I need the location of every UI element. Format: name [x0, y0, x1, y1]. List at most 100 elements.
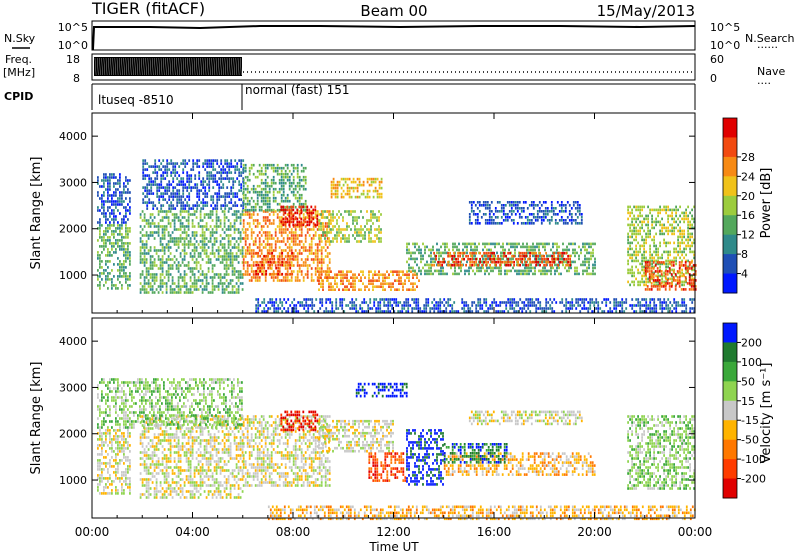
- power-cell: [683, 235, 685, 239]
- power-cell: [146, 207, 149, 210]
- power-cell: [469, 263, 471, 267]
- power-cell: [254, 225, 257, 228]
- freq-stripe: [206, 57, 209, 76]
- power-cell: [551, 254, 553, 258]
- power-cell: [685, 277, 687, 281]
- power-cell: [300, 270, 303, 273]
- power-cell: [288, 181, 291, 185]
- power-cell: [264, 169, 267, 173]
- power-cell: [175, 291, 178, 294]
- power-cell: [166, 189, 169, 192]
- power-cell: [181, 249, 184, 252]
- power-cell: [121, 224, 123, 227]
- power-cell: [205, 243, 208, 246]
- power-cell: [159, 240, 162, 243]
- power-cell: [506, 219, 509, 222]
- power-cell: [165, 261, 168, 264]
- power-cell: [160, 174, 163, 177]
- power-cell: [211, 285, 214, 288]
- power-cell: [422, 257, 424, 261]
- freq-stripe: [121, 57, 123, 76]
- power-cell: [478, 201, 481, 204]
- power-cell: [328, 252, 331, 255]
- power-cell: [168, 162, 171, 165]
- power-cell: [286, 228, 289, 231]
- power-cell: [159, 261, 162, 264]
- power-cell: [223, 249, 226, 252]
- power-cell: [199, 279, 202, 282]
- power-cell: [139, 291, 142, 294]
- power-cell: [294, 243, 297, 246]
- power-cell: [338, 288, 340, 291]
- power-cell: [143, 219, 146, 222]
- power-cell: [474, 213, 477, 216]
- power-cell: [471, 263, 473, 267]
- power-cell: [348, 270, 350, 273]
- power-cell: [201, 288, 204, 291]
- power-cell: [690, 279, 693, 282]
- power-cell: [103, 242, 105, 245]
- power-cell: [278, 252, 281, 255]
- power-cell: [340, 282, 342, 285]
- power-cell: [627, 238, 629, 242]
- power-cell: [230, 165, 233, 168]
- power-cell: [675, 247, 677, 251]
- power-cell: [193, 279, 196, 282]
- power-cell: [157, 222, 160, 225]
- power-cell: [266, 190, 269, 194]
- power-cell: [647, 223, 649, 227]
- power-cell: [179, 255, 182, 258]
- power-cell: [631, 253, 633, 257]
- power-cell: [288, 211, 291, 215]
- power-cell: [564, 219, 567, 222]
- power-cell: [378, 183, 381, 187]
- power-cell: [215, 273, 218, 276]
- power-cell: [113, 218, 115, 221]
- power-cell: [503, 251, 505, 255]
- power-cell: [296, 208, 299, 212]
- power-cell: [109, 206, 111, 209]
- power-cell: [193, 255, 196, 258]
- power-cell: [292, 208, 295, 212]
- power-cell: [506, 257, 508, 261]
- power-cell: [101, 179, 103, 182]
- power-cell: [523, 257, 525, 261]
- power-cell: [525, 263, 527, 267]
- power-cell: [390, 282, 392, 285]
- power-cell: [519, 263, 521, 267]
- power-cell: [304, 166, 307, 170]
- power-cell: [346, 285, 348, 288]
- power-cell: [553, 260, 555, 264]
- power-cell: [198, 171, 201, 174]
- power-cell: [488, 210, 491, 213]
- power-cell: [99, 263, 101, 266]
- power-cell: [125, 281, 127, 284]
- power-cell: [661, 217, 663, 221]
- power-cell: [142, 165, 145, 168]
- power-cell: [438, 257, 440, 261]
- power-cell: [298, 270, 301, 273]
- power-cell: [185, 273, 188, 276]
- power-cell: [418, 245, 420, 249]
- power-cell: [683, 283, 685, 287]
- power-cell: [673, 277, 675, 281]
- power-cell: [229, 291, 232, 294]
- power-cell: [188, 207, 191, 210]
- power-cell: [203, 249, 206, 252]
- power-cell: [542, 266, 544, 270]
- power-cell: [433, 263, 435, 267]
- power-cell: [298, 205, 301, 209]
- power-cell: [484, 269, 486, 273]
- power-cell: [151, 288, 154, 291]
- power-cell: [163, 252, 166, 255]
- power-cell: [530, 269, 532, 273]
- power-cell: [669, 208, 671, 212]
- power-cell: [318, 225, 320, 228]
- power-cell: [183, 276, 186, 279]
- power-cell: [273, 254, 276, 258]
- power-cell: [565, 263, 567, 267]
- power-cell: [458, 272, 460, 276]
- power-cell: [280, 216, 283, 219]
- power-cell: [211, 234, 214, 237]
- power-cell: [109, 254, 111, 257]
